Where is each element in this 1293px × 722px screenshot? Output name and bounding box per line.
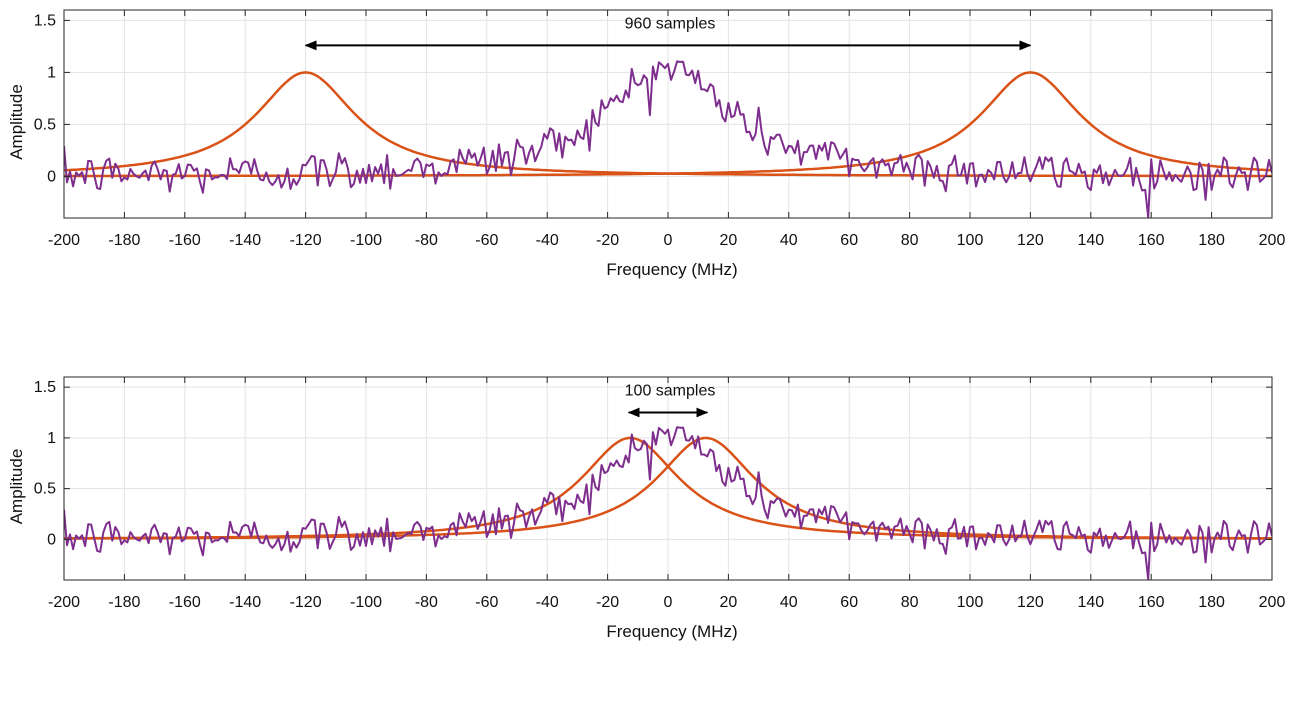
x-tick-label: -60: [475, 594, 498, 611]
x-tick-label: -40: [536, 232, 559, 249]
x-tick-label: -160: [169, 232, 201, 249]
x-tick-label: 80: [901, 232, 919, 249]
annotation-label: 960 samples: [625, 15, 716, 32]
x-tick-label: 0: [664, 594, 673, 611]
x-tick-label: -200: [48, 232, 80, 249]
x-tick-label: -140: [229, 232, 261, 249]
x-tick-label: -60: [475, 232, 498, 249]
x-tick-label: 60: [840, 232, 858, 249]
y-tick-label: 0.5: [34, 116, 56, 133]
x-tick-label: 20: [720, 232, 738, 249]
grid: [63, 377, 1273, 580]
x-tick-label: -180: [108, 232, 140, 249]
y-tick-label: 1: [47, 430, 56, 447]
x-tick-label: -100: [350, 232, 382, 249]
x-tick-label: 140: [1077, 232, 1104, 249]
bottom-panel: -200 -180 -160 -140 -120 -100 -80 -60 -40 -20 0 20 4…: [7, 376, 1286, 641]
x-tick-label: -80: [415, 232, 438, 249]
x-tick-label: 100: [957, 594, 984, 611]
x-tick-label: 120: [1017, 594, 1044, 611]
y-axis-label: Amplitude: [7, 449, 26, 525]
series-line-2: [64, 426, 1272, 580]
x-axis-label: Frequency (MHz): [606, 622, 737, 641]
x-tick-label: 60: [840, 594, 858, 611]
y-tick-label: 1.5: [34, 379, 56, 396]
y-axis-label: Amplitude: [7, 84, 26, 160]
x-tick-label: -100: [350, 594, 382, 611]
x-tick-label: 160: [1138, 232, 1165, 249]
top-panel: -200 -180 -160 -140 -120 -100 -80 -60 -40 -20 0 20 4…: [7, 9, 1286, 279]
plot-area: [64, 60, 1272, 218]
x-tick-label: 120: [1017, 232, 1044, 249]
x-tick-label: 200: [1259, 594, 1286, 611]
y-tick-label: 0.5: [34, 481, 56, 498]
x-tick-label: 40: [780, 232, 798, 249]
y-tick-label: 1.5: [34, 12, 56, 29]
y-tick-label: 0: [47, 168, 56, 185]
series-line-2: [64, 60, 1272, 218]
y-tick-label: 1: [47, 64, 56, 81]
annotation-label: 100 samples: [625, 383, 716, 400]
x-axis-label: Frequency (MHz): [606, 260, 737, 279]
x-tick-label: -120: [290, 594, 322, 611]
x-tick-label: -80: [415, 594, 438, 611]
x-tick-label: -120: [290, 232, 322, 249]
x-tick-label: 20: [720, 594, 738, 611]
x-tick-label: 100: [957, 232, 984, 249]
x-tick-label: 140: [1077, 594, 1104, 611]
x-tick-label: -200: [48, 594, 80, 611]
x-tick-label: -180: [108, 594, 140, 611]
y-tick-label: 0: [47, 531, 56, 548]
x-tick-label: -160: [169, 594, 201, 611]
x-tick-label: 40: [780, 594, 798, 611]
x-tick-label: -20: [596, 594, 619, 611]
x-tick-label: 180: [1198, 594, 1225, 611]
x-tick-label: 200: [1259, 232, 1286, 249]
x-tick-label: 180: [1198, 232, 1225, 249]
x-tick-label: 0: [664, 232, 673, 249]
plot-area: [64, 426, 1272, 580]
x-tick-label: 80: [901, 594, 919, 611]
x-tick-label: -40: [536, 594, 559, 611]
x-tick-label: -20: [596, 232, 619, 249]
x-tick-label: -140: [229, 594, 261, 611]
x-tick-label: 160: [1138, 594, 1165, 611]
